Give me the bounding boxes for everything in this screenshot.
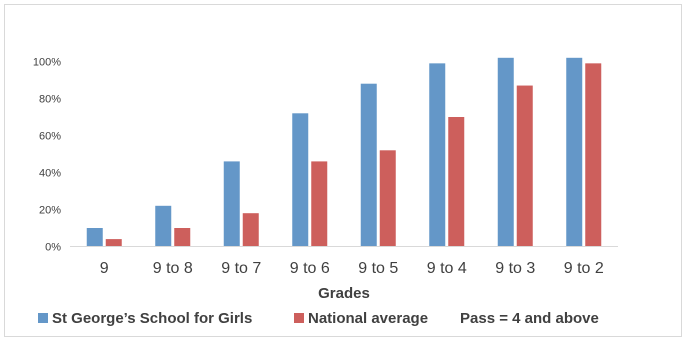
legend-swatch-school xyxy=(38,313,48,323)
bar-school xyxy=(429,63,446,247)
bars-group xyxy=(86,57,602,247)
y-tick-label: 80% xyxy=(39,94,61,106)
bar-national xyxy=(379,150,396,247)
bar-national xyxy=(311,161,328,247)
bar-national xyxy=(105,239,122,247)
bar-national xyxy=(585,63,602,247)
x-axis-labels: 9 9 to 8 9 to 7 9 to 6 9 to 5 9 to 4 9 to 3 9 t… xyxy=(100,260,604,277)
y-axis-ticks: 0% 20% 40% 60% 80% 100% xyxy=(33,57,61,254)
bar-school xyxy=(497,57,514,247)
legend-swatch-national xyxy=(294,313,304,323)
x-category-label: 9 to 2 xyxy=(564,260,604,277)
bar-national xyxy=(516,85,533,247)
legend-label-school: St George’s School for Girls xyxy=(52,310,252,327)
bar-national xyxy=(242,213,259,247)
x-category-label: 9 to 5 xyxy=(358,260,398,277)
x-category-label: 9 to 4 xyxy=(427,260,467,277)
y-tick-label: 100% xyxy=(33,57,61,69)
x-category-label: 9 to 8 xyxy=(153,260,193,277)
bar-national xyxy=(174,228,191,247)
bar-school xyxy=(360,83,377,247)
bar-school xyxy=(292,113,309,247)
x-category-label: 9 to 6 xyxy=(290,260,330,277)
y-tick-label: 0% xyxy=(45,242,61,254)
x-category-label: 9 to 3 xyxy=(495,260,535,277)
x-axis-title: Grades xyxy=(318,285,370,302)
y-tick-label: 60% xyxy=(39,131,61,143)
x-category-label: 9 xyxy=(100,260,109,277)
x-category-label: 9 to 7 xyxy=(221,260,261,277)
bar-national xyxy=(448,117,465,247)
bar-school xyxy=(566,57,583,247)
legend: St George’s School for Girls National ave… xyxy=(38,310,599,327)
legend-label-national: National average xyxy=(308,310,428,327)
bar-school xyxy=(223,161,240,247)
bar-school xyxy=(155,205,172,247)
legend-note: Pass = 4 and above xyxy=(460,310,599,327)
y-tick-label: 20% xyxy=(39,205,61,217)
y-tick-label: 40% xyxy=(39,168,61,180)
bar-school xyxy=(86,228,103,247)
